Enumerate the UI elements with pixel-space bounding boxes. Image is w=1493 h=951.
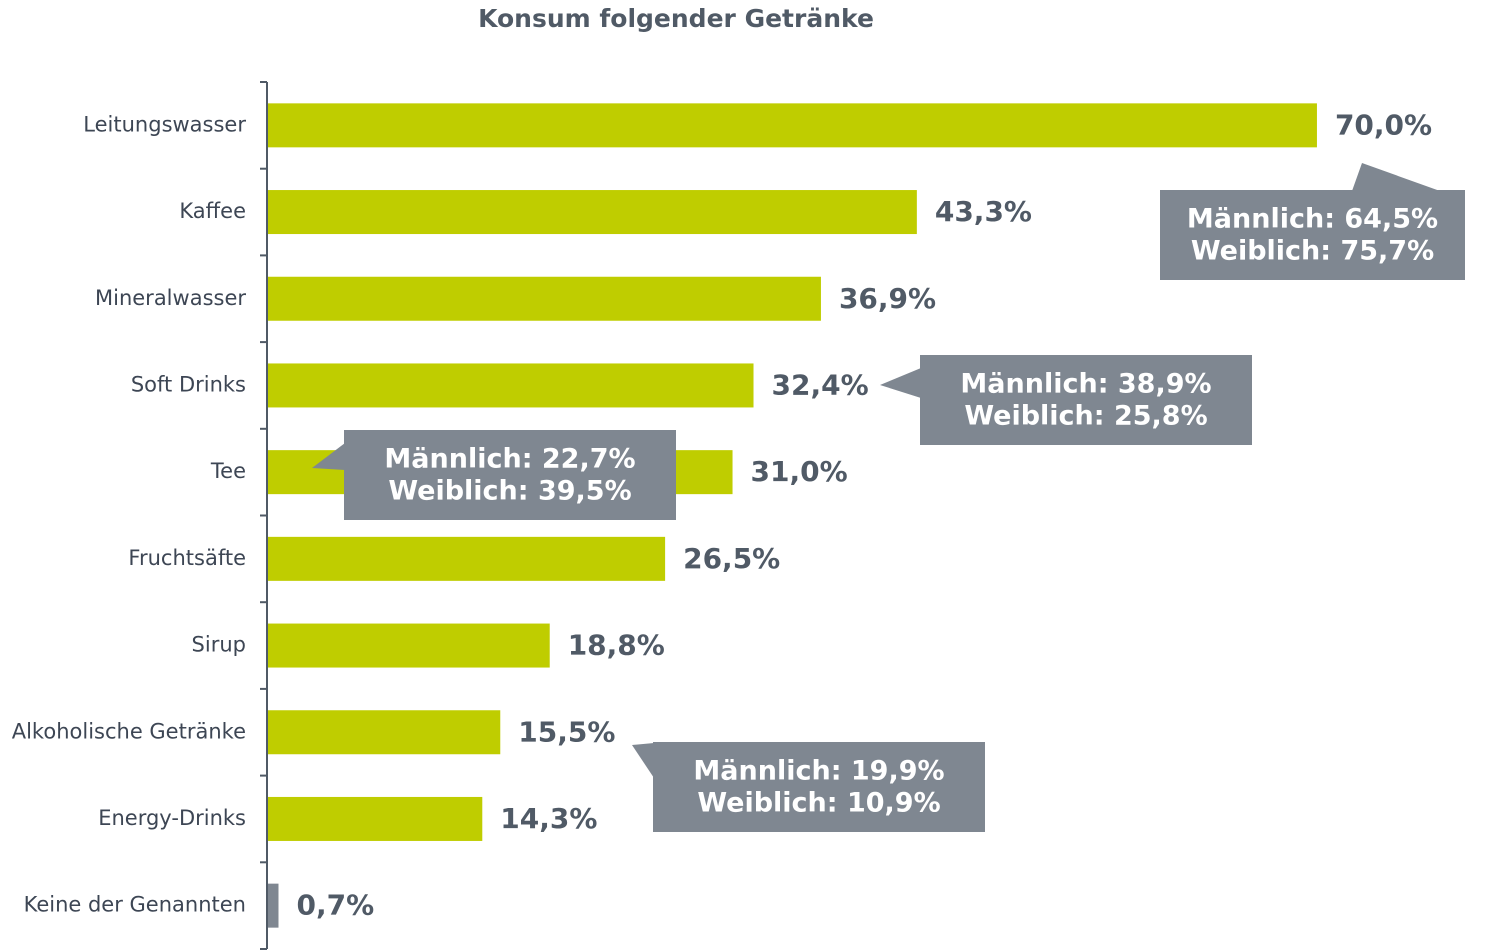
value-label: 70,0% [1335,108,1432,141]
callout: Männlich: 19,9%Weiblich: 10,9% [632,742,985,832]
category-label: Soft Drinks [131,372,246,396]
value-label: 26,5% [683,542,780,575]
callout-text: Weiblich: 25,8% [964,401,1207,432]
value-label: 31,0% [751,455,848,488]
category-label: Alkoholische Getränke [12,719,246,743]
callout-text: Weiblich: 39,5% [388,476,631,507]
value-label: 18,8% [568,629,665,662]
bar [268,536,666,581]
callout-text: Weiblich: 10,9% [697,788,940,819]
value-label: 36,9% [839,282,936,315]
callout-text: Männlich: 64,5% [1187,204,1438,235]
value-label: 14,3% [500,802,597,835]
chart-title: Konsum folgender Getränke [478,4,874,33]
category-label: Energy-Drinks [98,806,246,830]
callout-pointer [1352,163,1440,191]
bar [268,883,279,928]
callout-text: Männlich: 22,7% [384,444,635,475]
callout-pointer [880,368,921,398]
callout-text: Männlich: 19,9% [693,756,944,787]
callout-box [920,355,1252,445]
bar [268,710,501,755]
value-label: 0,7% [296,889,374,922]
callout-pointer [312,443,345,470]
callout: Männlich: 64,5%Weiblich: 75,7% [1160,163,1465,280]
category-label: Sirup [192,633,246,657]
bar [268,623,550,668]
value-label: 43,3% [935,195,1032,228]
callout-text: Weiblich: 75,7% [1191,236,1434,267]
category-label: Fruchtsäfte [128,546,246,570]
category-label: Kaffee [179,199,246,223]
bar [268,276,821,321]
callout-box [344,430,676,520]
callout: Männlich: 38,9%Weiblich: 25,8% [880,355,1252,445]
callout-pointer [632,743,654,778]
category-label: Mineralwasser [95,286,246,310]
value-label: 32,4% [772,368,869,401]
category-label: Keine der Genannten [24,893,246,917]
bar [268,363,754,408]
bar [268,190,917,235]
callout-box [1160,190,1465,280]
callout-text: Männlich: 38,9% [960,369,1211,400]
callout-box [653,742,985,832]
bar [268,796,483,841]
value-label: 15,5% [518,715,615,748]
callout: Männlich: 22,7%Weiblich: 39,5% [312,430,676,520]
category-label: Leitungswasser [83,112,246,136]
bar [268,103,1317,148]
category-label: Tee [210,459,246,483]
